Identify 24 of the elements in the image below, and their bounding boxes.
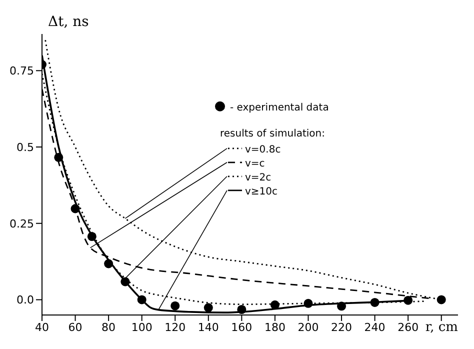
- y-tick-label: 0.5: [16, 140, 34, 154]
- legend-title: results of simulation:: [220, 128, 325, 140]
- legend-label: - experimental data: [230, 102, 329, 114]
- legend-label: v≥10c: [245, 186, 278, 198]
- x-tick-label: 100: [131, 320, 152, 334]
- x-tick-label: 180: [264, 320, 286, 334]
- x-tick-label: 140: [198, 320, 219, 334]
- x-tick-label: 60: [68, 320, 82, 334]
- legend-label: v=2c: [245, 172, 272, 184]
- x-tick-label: 80: [102, 320, 116, 334]
- x-axis-title: r, cm: [425, 320, 458, 335]
- x-tick-label: 40: [35, 320, 49, 334]
- legend-label: v=c: [245, 158, 265, 170]
- legend-label: v=0.8c: [245, 144, 281, 156]
- x-tick-label: 260: [398, 320, 419, 334]
- x-tick-label: 220: [331, 320, 352, 334]
- y-tick-label: 0.25: [10, 217, 34, 230]
- x-tick-label: 120: [164, 320, 186, 334]
- x-tick-label: 240: [364, 320, 386, 334]
- x-tick-label: 160: [231, 320, 252, 334]
- x-tick-label: 200: [298, 320, 319, 334]
- y-axis-title: Δt, ns: [48, 14, 89, 30]
- y-tick-label: 0.0: [16, 294, 34, 307]
- y-tick-label: 0.75: [10, 64, 34, 78]
